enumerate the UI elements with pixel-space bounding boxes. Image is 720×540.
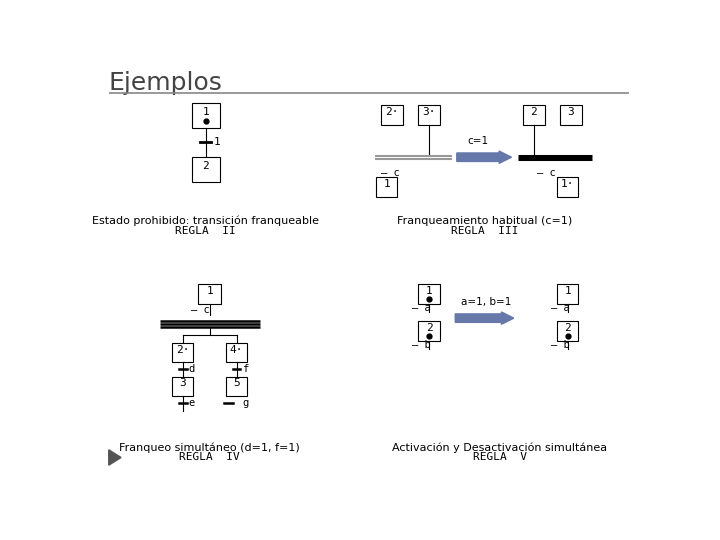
Text: 2: 2 [426,323,433,333]
Polygon shape [109,450,121,465]
Text: 2·: 2· [385,107,399,117]
Bar [557,284,578,304]
Bar [523,105,544,125]
Bar [418,284,440,304]
Text: 1: 1 [206,286,213,296]
Text: REGLA  IV: REGLA IV [179,452,240,462]
Text: — b: — b [412,340,431,350]
Bar [226,377,248,396]
Text: REGLA  III: REGLA III [451,226,518,236]
Text: 1: 1 [213,137,220,147]
Bar [557,321,578,341]
Bar [557,177,578,197]
Text: REGLA  II: REGLA II [176,226,236,236]
Bar [560,105,582,125]
Text: a=1, b=1: a=1, b=1 [462,298,512,307]
Bar [192,103,220,128]
Text: 1: 1 [564,286,571,296]
Text: 3·: 3· [423,107,436,117]
Text: — a: — a [551,303,570,313]
Text: 2: 2 [564,323,571,333]
Bar [376,177,397,197]
Text: Franqueamiento habitual (c=1): Franqueamiento habitual (c=1) [397,215,572,226]
Text: — c: — c [381,168,400,178]
Bar [382,105,403,125]
Text: Franqueo simultáneo (d=1, f=1): Franqueo simultáneo (d=1, f=1) [120,442,300,453]
Text: 3: 3 [567,107,574,117]
Text: 5: 5 [233,379,240,388]
Text: — b: — b [551,340,570,350]
Text: Estado prohibido: transición franqueable: Estado prohibido: transición franqueable [92,215,319,226]
Bar [172,343,194,362]
Text: 1: 1 [383,179,390,189]
Bar [418,321,440,341]
Text: 2: 2 [202,161,209,171]
Bar [192,157,220,182]
Text: Activación y Desactivación simultánea: Activación y Desactivación simultánea [392,442,608,453]
Text: 1·: 1· [561,179,575,189]
Text: d: d [188,364,194,374]
Bar [198,284,221,304]
Bar [172,377,194,396]
Text: 2·: 2· [176,345,189,354]
Text: 4·: 4· [230,345,243,354]
FancyArrow shape [455,312,514,325]
Text: e: e [188,398,194,408]
Text: — a: — a [412,303,431,313]
Text: 3: 3 [179,379,186,388]
Text: 1: 1 [202,107,209,117]
Text: c=1: c=1 [467,137,489,146]
Text: 2: 2 [531,107,537,117]
Text: 1: 1 [426,286,433,296]
Bar [226,343,248,362]
Text: f: f [242,364,248,374]
Text: Ejemplos: Ejemplos [109,71,222,95]
Text: REGLA  V: REGLA V [473,452,527,462]
Bar [418,105,440,125]
Text: — c: — c [537,168,556,178]
Text: — c: — c [191,305,210,315]
Text: g: g [242,398,248,408]
FancyArrow shape [456,151,511,164]
